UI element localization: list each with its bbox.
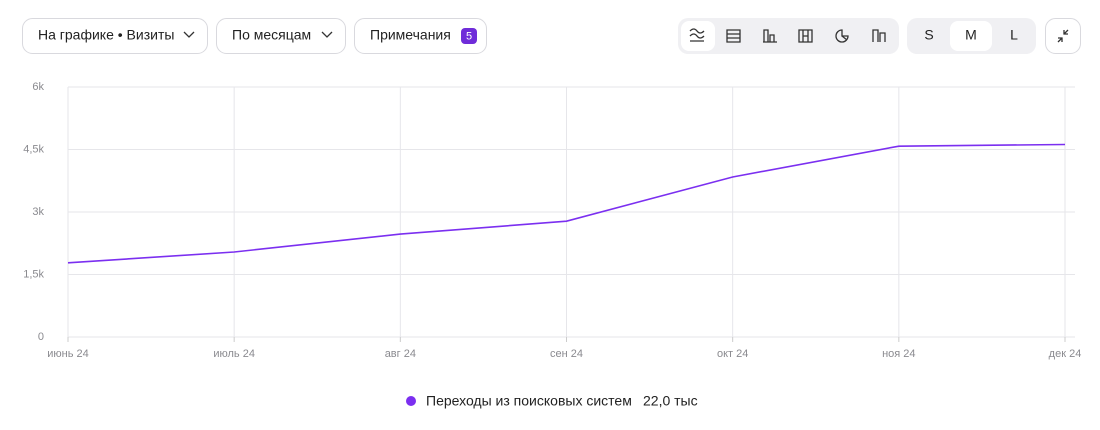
x-tick-label: ноя 24 bbox=[882, 348, 915, 360]
metric-button-label: На графике • Визиты bbox=[38, 27, 174, 43]
notes-count: 5 bbox=[466, 30, 472, 42]
y-tick-label: 3k bbox=[32, 206, 44, 218]
y-tick-label: 4,5k bbox=[23, 143, 44, 155]
size-option[interactable]: S bbox=[924, 27, 933, 43]
collapse-icon bbox=[1057, 29, 1069, 43]
line-chart-icon[interactable] bbox=[689, 28, 705, 42]
x-tick-label: дек 24 bbox=[1049, 348, 1082, 360]
legend-label: Переходы из поисковых систем bbox=[426, 393, 632, 409]
stacked-icon[interactable] bbox=[726, 29, 741, 43]
chevron-icon bbox=[183, 31, 195, 38]
notes-button-label: Примечания bbox=[370, 27, 451, 43]
size-selected bbox=[950, 21, 992, 51]
metric-button[interactable] bbox=[22, 18, 208, 54]
period-button-label: По месяцам bbox=[232, 27, 311, 43]
x-tick-label: авг 24 bbox=[385, 348, 416, 360]
table-icon[interactable] bbox=[798, 29, 813, 43]
period-button[interactable] bbox=[216, 18, 346, 54]
chevron-icon bbox=[321, 31, 333, 38]
x-tick-label: июль 24 bbox=[213, 348, 255, 360]
size-option[interactable]: L bbox=[1010, 27, 1018, 43]
notes-badge bbox=[461, 28, 477, 44]
legend-marker bbox=[406, 396, 416, 406]
column-icon[interactable] bbox=[872, 29, 886, 42]
y-tick-label: 0 bbox=[38, 331, 44, 343]
legend-total: 22,0 тыс bbox=[643, 393, 698, 409]
pie-icon[interactable] bbox=[835, 29, 849, 43]
data-line bbox=[67, 143, 1066, 264]
x-tick-label: сен 24 bbox=[550, 348, 583, 360]
bar-icon[interactable] bbox=[763, 29, 777, 43]
y-tick-label: 6k bbox=[32, 81, 44, 93]
collapse-button[interactable] bbox=[1045, 18, 1081, 54]
x-tick-label: окт 24 bbox=[717, 348, 748, 360]
notes-button[interactable] bbox=[354, 18, 487, 54]
size-option[interactable]: M bbox=[965, 27, 977, 43]
chart-type-group bbox=[678, 18, 899, 54]
y-tick-label: 1,5k bbox=[23, 268, 44, 280]
chart-type-selected[interactable] bbox=[681, 21, 715, 51]
x-tick-label: июнь 24 bbox=[47, 348, 89, 360]
